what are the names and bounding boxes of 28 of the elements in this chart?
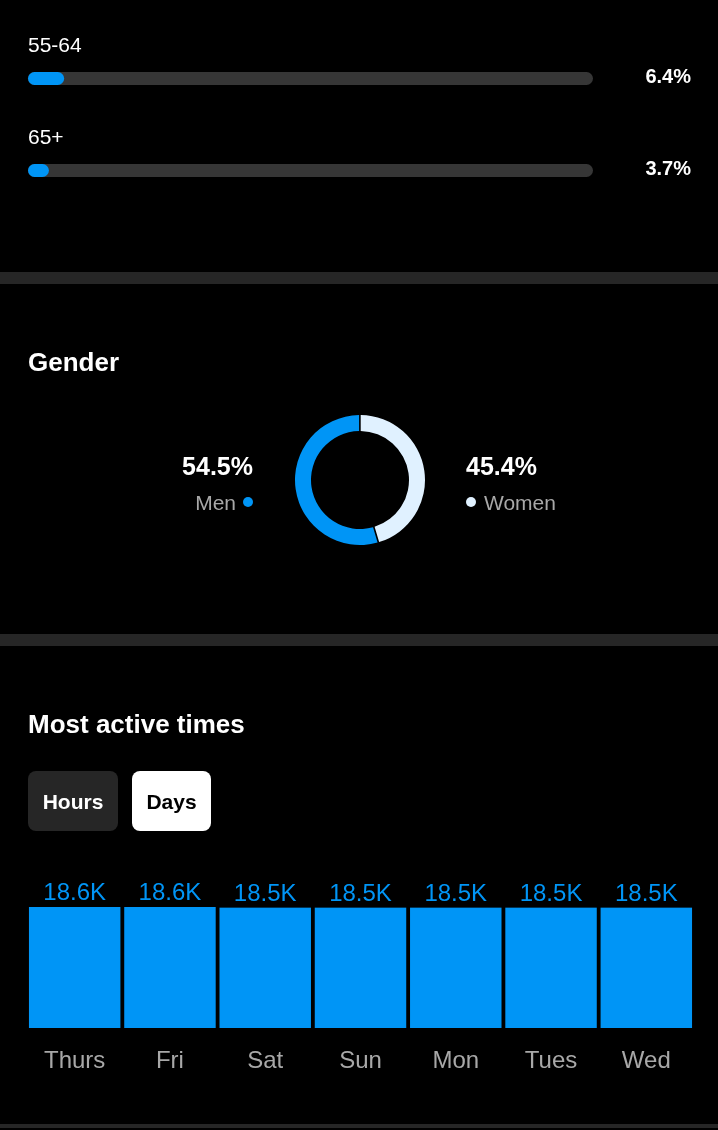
x-tick-label: Thurs	[44, 1046, 106, 1073]
data-label: 18.5K	[614, 878, 678, 906]
data-label: 54.5%	[182, 452, 253, 480]
donut-slice	[295, 415, 378, 545]
data-label: 6.4%	[645, 65, 692, 87]
x-tick-label: Tues	[524, 1046, 578, 1073]
data-label: 18.6K	[43, 878, 107, 905]
chart-title: Most active times	[28, 709, 245, 739]
data-label: 3.7%	[645, 157, 692, 179]
x-tick-label: Wed	[621, 1046, 671, 1073]
category-label: 65+	[28, 125, 64, 148]
x-tick-label: Fri	[155, 1046, 184, 1073]
legend-label: Women	[484, 491, 556, 514]
data-label: 45.4%	[466, 452, 537, 480]
data-label: 18.6K	[138, 878, 202, 905]
data-label: 18.5K	[233, 878, 297, 906]
data-label: 18.5K	[329, 878, 392, 906]
category-label: 55-64	[28, 33, 82, 56]
text: Hours	[42, 790, 104, 813]
x-tick-label: Sat	[247, 1046, 284, 1073]
text: Days	[146, 790, 197, 813]
data-label: 18.5K	[424, 878, 488, 906]
x-tick-label: Mon	[432, 1046, 480, 1073]
x-tick-label: Sun	[339, 1046, 382, 1073]
donut-slice	[360, 415, 425, 543]
slice-label: Men	[195, 491, 236, 514]
chart-title: Gender	[28, 347, 120, 377]
data-label: 18.5K	[519, 878, 583, 906]
